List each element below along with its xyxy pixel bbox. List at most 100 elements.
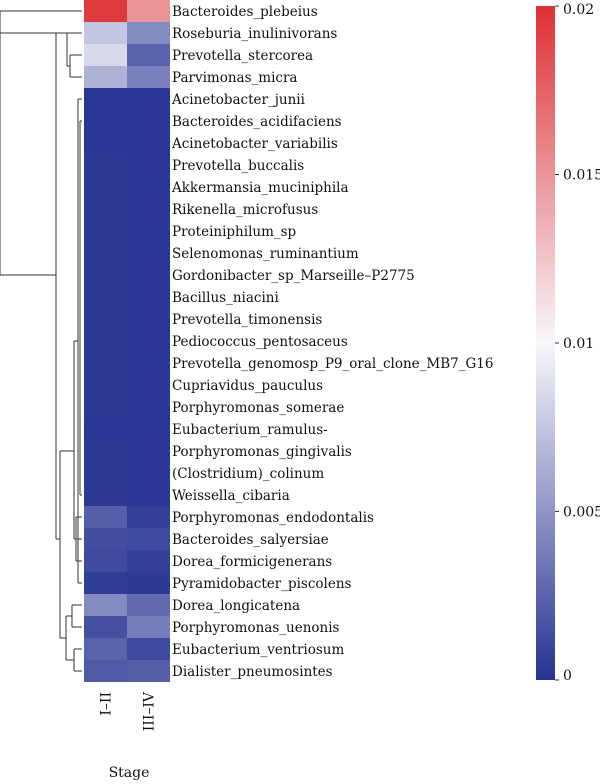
heatmap-cell xyxy=(84,374,127,396)
colorbar-tick-label: 0.02 xyxy=(563,2,594,18)
heatmap-cell xyxy=(84,462,127,484)
heatmap-cell xyxy=(127,0,170,22)
colorbar-tick-label: 0 xyxy=(563,668,572,684)
heatmap-cell xyxy=(84,506,127,528)
colorbar-ticks: 0 0.005 0.01 0.015 0.02 xyxy=(555,2,600,684)
heatmap-cell xyxy=(84,660,127,682)
heatmap-cell xyxy=(84,638,127,660)
row-labels: Bacteroides_plebeius Roseburia_inulinivor… xyxy=(171,4,493,680)
heatmap-cell xyxy=(84,594,127,616)
heatmap-cell xyxy=(127,264,170,286)
heatmap-cell xyxy=(127,352,170,374)
heatmap-cell xyxy=(84,264,127,286)
heatmap-cell xyxy=(127,110,170,132)
heatmap-cell xyxy=(127,550,170,572)
x-axis-title: Stage xyxy=(109,765,150,781)
heatmap-cell xyxy=(127,176,170,198)
row-label: Prevotella_buccalis xyxy=(172,158,304,174)
heatmap-cell xyxy=(84,308,127,330)
row-label: Acinetobacter_variabilis xyxy=(171,136,338,152)
row-label: Porphyromonas_somerae xyxy=(172,400,344,416)
row-label: Dorea_formicigenerans xyxy=(172,554,332,570)
heatmap-cell xyxy=(127,242,170,264)
heatmap-cell xyxy=(127,396,170,418)
heatmap-cell xyxy=(127,374,170,396)
heatmap-cell xyxy=(84,572,127,594)
heatmap-cell xyxy=(84,616,127,638)
heatmap-cell xyxy=(84,132,127,154)
colorbar-tick-label: 0.015 xyxy=(563,168,600,184)
colorbar-tick-label: 0.005 xyxy=(563,505,600,521)
row-label: Parvimonas_micra xyxy=(172,70,297,86)
heatmap-cell xyxy=(127,638,170,660)
row-label: Dorea_longicatena xyxy=(172,598,300,614)
heatmap-cell xyxy=(84,44,127,66)
heatmap-cell xyxy=(127,660,170,682)
row-label: Bacteroides_salyersiae xyxy=(172,532,329,548)
row-label: Acinetobacter_junii xyxy=(171,92,306,108)
row-label: Rikenella_microfusus xyxy=(172,202,318,218)
heatmap-cell xyxy=(127,594,170,616)
row-label: Weissella_cibaria xyxy=(172,488,290,504)
heatmap-cell xyxy=(127,44,170,66)
heatmap-cell xyxy=(84,88,127,110)
row-label: (Clostridium)_colinum xyxy=(172,466,324,482)
heatmap-cell xyxy=(127,572,170,594)
heatmap-cell xyxy=(127,330,170,352)
heatmap-cell xyxy=(127,88,170,110)
colorbar-tick-label: 0.01 xyxy=(563,336,594,352)
row-dendrogram xyxy=(0,10,82,672)
heatmap-cell xyxy=(127,616,170,638)
row-label: Roseburia_inulinivorans xyxy=(172,26,337,42)
row-label: Proteiniphilum_sp xyxy=(172,224,296,240)
heatmap-cell xyxy=(84,352,127,374)
heatmap-cell xyxy=(84,176,127,198)
heatmap-cell xyxy=(127,440,170,462)
row-label: Selenomonas_ruminantium xyxy=(172,246,359,262)
column-labels: I–II III–IV xyxy=(99,691,158,731)
column-label: III–IV xyxy=(142,691,158,731)
row-label: Bacteroides_plebeius xyxy=(172,4,318,20)
column-label: I–II xyxy=(99,692,115,716)
row-label: Prevotella_timonensis xyxy=(172,312,322,328)
heatmap-cell xyxy=(127,286,170,308)
heatmap-cell xyxy=(127,198,170,220)
row-label: Pediococcus_pentosaceus xyxy=(172,334,348,350)
heatmap-cell xyxy=(84,0,127,22)
heatmap-cells xyxy=(84,0,170,682)
row-label: Porphyromonas_uenonis xyxy=(172,620,340,636)
heatmap-cell xyxy=(84,220,127,242)
heatmap-cell xyxy=(84,418,127,440)
row-label: Porphyromonas_endodontalis xyxy=(172,510,374,526)
heatmap-cell xyxy=(127,484,170,506)
row-label: Pyramidobacter_piscolens xyxy=(172,576,352,592)
heatmap-cell xyxy=(84,22,127,44)
heatmap-cell xyxy=(84,550,127,572)
heatmap-cell xyxy=(84,154,127,176)
heatmap-cell xyxy=(127,308,170,330)
row-label: Dialister_pneumosintes xyxy=(172,664,333,680)
heatmap-cell xyxy=(127,528,170,550)
row-label: Akkermansia_muciniphila xyxy=(171,180,349,196)
heatmap-cell xyxy=(84,242,127,264)
heatmap-cell xyxy=(84,528,127,550)
heatmap-cell xyxy=(127,506,170,528)
row-label: Cupriavidus_pauculus xyxy=(172,378,323,394)
heatmap-cell xyxy=(84,66,127,88)
row-label: Eubacterium_ramulus- xyxy=(172,422,328,438)
colorbar xyxy=(536,6,555,680)
row-label: Bacteroides_acidifaciens xyxy=(172,114,342,130)
heatmap-cell xyxy=(127,132,170,154)
heatmap-cell xyxy=(84,440,127,462)
row-label: Prevotella_stercorea xyxy=(172,48,313,64)
heatmap-cell xyxy=(84,330,127,352)
heatmap-cell xyxy=(127,22,170,44)
heatmap-cell xyxy=(127,220,170,242)
heatmap-cell xyxy=(127,154,170,176)
row-label: Prevotella_genomosp_P9_oral_clone_MB7_G1… xyxy=(172,356,493,372)
row-label: Bacillus_niacini xyxy=(172,290,279,306)
heatmap-cell xyxy=(84,198,127,220)
heatmap-cell xyxy=(84,396,127,418)
heatmap-cell xyxy=(127,418,170,440)
